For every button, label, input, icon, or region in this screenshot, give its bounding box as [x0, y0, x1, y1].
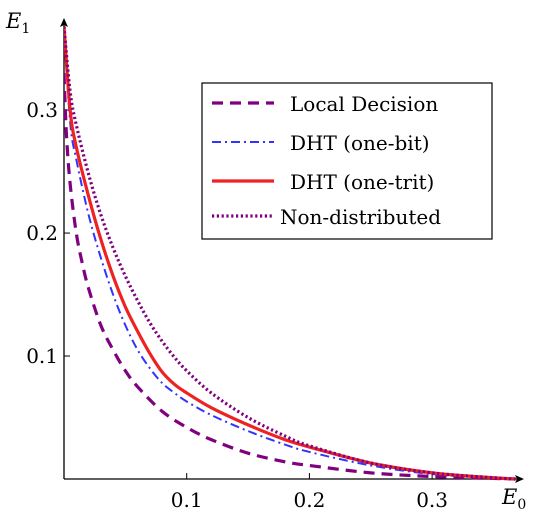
x-axis-title-sub: 0 — [517, 497, 526, 513]
series-line-local-decision — [64, 73, 516, 481]
x-ticks: 0.1 0.2 0.3 — [171, 473, 448, 512]
legend-label-dht-one-trit: DHT (one-trit) — [290, 170, 434, 194]
x-tick-label: 0.3 — [416, 488, 448, 512]
legend-item-local-decision: Local Decision — [212, 92, 438, 116]
y-axis-title: E1 — [5, 9, 30, 37]
y-tick-label: 0.1 — [26, 344, 58, 368]
legend-label-non-distributed: Non-distributed — [280, 205, 441, 229]
legend-label-dht-one-bit: DHT (one-bit) — [290, 131, 430, 155]
legend-item-dht-one-trit: DHT (one-trit) — [212, 170, 434, 194]
x-axis-title-main: E — [501, 485, 517, 509]
legend-box — [201, 82, 493, 240]
x-axis-title: E0 — [501, 485, 526, 513]
x-axis-arrow-icon — [515, 475, 524, 483]
series-line-non-distributed — [64, 26, 516, 481]
y-axis-title-sub: 1 — [21, 21, 30, 37]
legend-item-non-distributed: Non-distributed — [212, 205, 441, 229]
x-tick-label: 0.1 — [171, 488, 203, 512]
series-line-dht-one-bit — [64, 26, 516, 480]
y-ticks: 0.1 0.2 0.3 — [26, 98, 70, 368]
y-tick-label: 0.2 — [26, 221, 58, 245]
y-tick-label: 0.3 — [26, 98, 58, 122]
y-axis-arrow-icon — [60, 18, 68, 27]
legend-item-dht-one-bit: DHT (one-bit) — [212, 131, 430, 155]
x-tick-label: 0.2 — [293, 488, 325, 512]
legend-label-local-decision: Local Decision — [290, 92, 438, 116]
legend: Local Decision DHT (one-bit) DHT (one-tr… — [201, 82, 493, 240]
series-group — [64, 26, 516, 481]
y-axis-title-main: E — [5, 9, 21, 33]
